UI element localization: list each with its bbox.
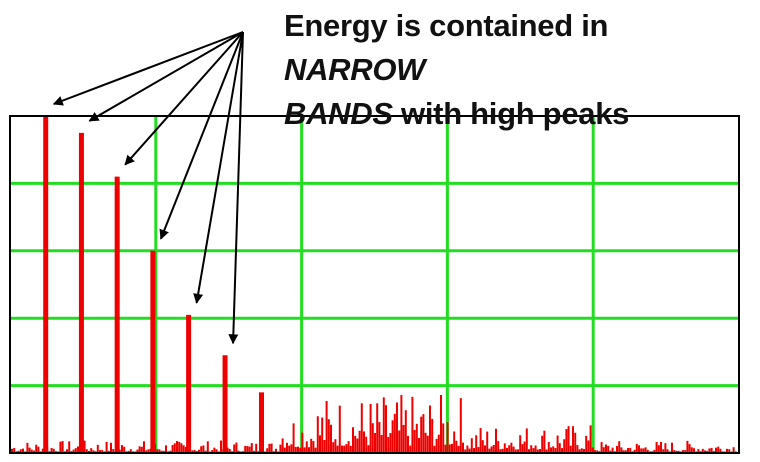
annotation-arrows: [52, 31, 244, 345]
annotation-arrow-3: [124, 31, 244, 166]
spectrum-series: [11, 116, 737, 453]
annotation-arrow-2: [88, 31, 244, 122]
grid-lines: [10, 116, 739, 453]
annotation-part1: Energy is contained in: [284, 8, 609, 43]
annotation-part2: with high peaks: [392, 96, 630, 131]
annotation-emphasis-bands: BANDS: [284, 96, 393, 131]
annotation-arrow-6: [228, 31, 244, 345]
annotation-arrow-4: [159, 31, 244, 240]
plot-frame: [9, 115, 740, 454]
annotation-text: Energy is contained in NARROW BANDS with…: [284, 4, 754, 136]
annotation-arrow-1: [52, 31, 244, 106]
annotation-emphasis-narrow: NARROW: [284, 52, 426, 87]
annotation-arrow-5: [193, 31, 244, 304]
